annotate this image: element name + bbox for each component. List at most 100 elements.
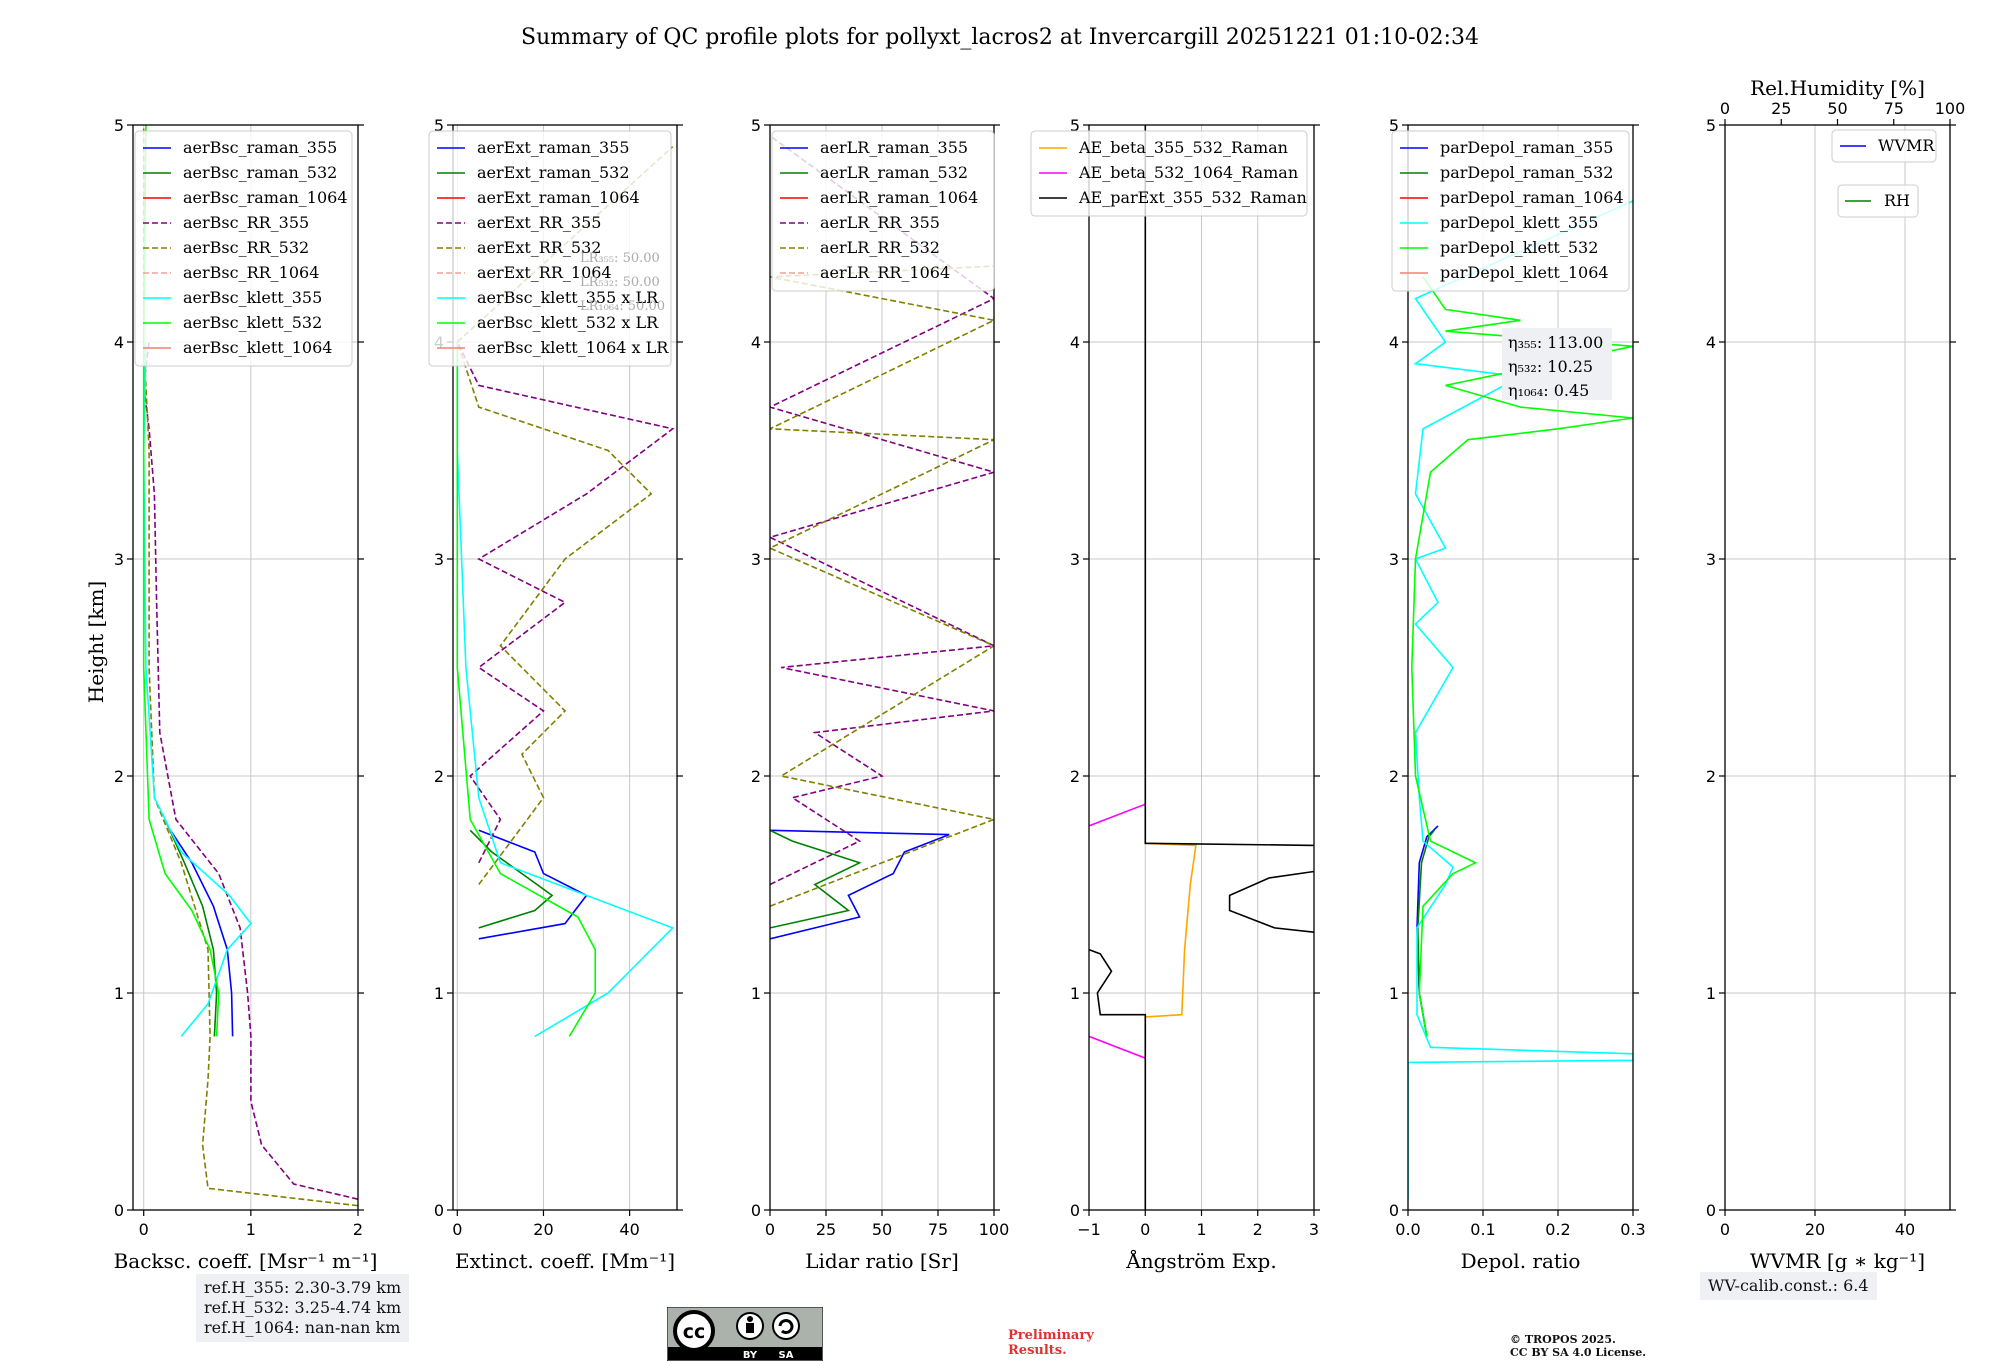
series-parDepol_klett_532 [1410, 276, 1633, 1037]
annotation-line: η₃₅₅: 113.00 [1508, 333, 1603, 352]
y-tick-label: 0 [751, 1201, 761, 1220]
x-tick-label: 1 [246, 1220, 256, 1239]
annotation-line: LR₁₀₆₄: 50.00 [580, 299, 665, 314]
y-tick-label: 4 [751, 333, 761, 352]
legend-label: aerBsc_klett_532 x LR [477, 313, 659, 332]
x-top-tick-label: 0 [1720, 99, 1730, 118]
preliminary-note: Preliminary Results. [1008, 1328, 1094, 1358]
x-tick-label: 40 [1895, 1220, 1915, 1239]
series-aerBsc_klett_532 [142, 125, 220, 1037]
series-aerLR_RR_532 [770, 265, 994, 907]
series-parDepol_raman_355 [1416, 825, 1439, 1037]
legend-label: aerExt_raman_355 [477, 138, 630, 157]
legend-label: AE_parExt_355_532_Raman [1078, 188, 1307, 207]
legend-label: parDepol_raman_1064 [1440, 188, 1624, 207]
x-tick-label: 0.2 [1545, 1220, 1570, 1239]
series-aerBsc_raman_532 [164, 819, 218, 1037]
axes-frame [452, 124, 678, 1211]
preliminary-line-2: Results. [1008, 1343, 1067, 1358]
legend: AE_beta_355_532_Raman AE_beta_532_1064_Ra… [1030, 130, 1308, 217]
ref-height-1064: ref.H_1064: nan-nan km [204, 1318, 401, 1337]
x-tick-label: 2 [353, 1220, 363, 1239]
legend-label: aerBsc_klett_1064 [183, 338, 332, 357]
y-tick-label: 2 [751, 767, 761, 786]
x-top-axis-label: Rel.Humidity [%] [1750, 76, 1925, 100]
x-axis-label: WVMR [g ∗ kg⁻¹] [1750, 1249, 1925, 1273]
y-tick-label: 3 [1389, 550, 1399, 569]
series-aerBsc_RR_355 [142, 341, 358, 1200]
y-tick-label: 5 [751, 116, 761, 135]
series-AE_parExt_main [1144, 125, 1314, 847]
series-aerLR_raman_532 [770, 829, 862, 929]
legend-label: aerLR_RR_355 [820, 213, 940, 232]
y-tick-label: 2 [434, 767, 444, 786]
legend-label: aerBsc_raman_355 [183, 138, 337, 157]
cc-sa-text: SA [779, 1350, 794, 1361]
x-axis-label: Backsc. coeff. [Msr⁻¹ m⁻¹] [114, 1249, 378, 1273]
x-tick-label: 50 [872, 1220, 892, 1239]
legend-label: aerExt_raman_532 [477, 163, 630, 182]
x-tick-label: 2 [1253, 1220, 1263, 1239]
y-tick-label: 5 [1389, 116, 1399, 135]
series-AE_parExt_355_532_Raman [1089, 948, 1147, 1210]
legend-label: aerBsc_klett_1064 x LR [477, 338, 669, 357]
legend-label: aerLR_RR_1064 [820, 263, 950, 282]
series-aerExt_raman_532 [469, 829, 554, 929]
series-aerBsc_klett_355 x LR [456, 342, 675, 1038]
y-tick-label: 5 [114, 116, 124, 135]
y-tick-label: 1 [751, 984, 761, 1003]
y-tick-label: 0 [434, 1201, 444, 1220]
legend-label: aerExt_RR_355 [477, 213, 601, 232]
series-aerExt_RR_532 [456, 146, 674, 885]
cc-license-icon: cc BY SA [667, 1307, 823, 1361]
legend-label: parDepol_raman_355 [1440, 138, 1613, 157]
panel-bsc: 0 1 2 0 1 2 3 4 5 Backsc. coeff. [Msr⁻¹ m⁻¹] aerBs… [114, 116, 378, 1273]
x-tick-label: 25 [816, 1220, 836, 1239]
x-tick-label: 0.3 [1620, 1220, 1645, 1239]
x-tick-label: −1 [1077, 1220, 1101, 1239]
y-tick-label: 3 [1070, 550, 1080, 569]
legend-label: aerLR_raman_1064 [820, 188, 978, 207]
y-tick-label: 1 [1389, 984, 1399, 1003]
legend-label: aerBsc_klett_355 x LR [477, 288, 659, 307]
legend-label: aerBsc_klett_532 [183, 313, 322, 332]
x-tick-label: 20 [533, 1220, 553, 1239]
legend-label: parDepol_raman_532 [1440, 163, 1613, 182]
legend-label: aerBsc_RR_355 [183, 213, 309, 232]
ref-height-355: ref.H_355: 2.30-3.79 km [204, 1278, 402, 1297]
legend-label: aerExt_raman_1064 [477, 188, 640, 207]
legend-label: aerExt_RR_1064 [477, 263, 612, 282]
panel-wv: 0 20 40 0 1 2 3 4 5 WVMR [g ∗ kg⁻¹] 0 25 50 75 100 Rel.… [1706, 76, 1965, 1273]
legend-label: aerExt_RR_532 [477, 238, 601, 257]
y-tick-label: 4 [1706, 333, 1716, 352]
annotation: LR₃₅₅: 50.00 LR₅₃₂: 50.00 LR₁₀₆₄: 50.00 [580, 251, 665, 314]
x-tick-label: 0 [1720, 1220, 1730, 1239]
x-top-tick-label: 50 [1827, 99, 1847, 118]
legend-label: aerLR_raman_532 [820, 163, 968, 182]
ref-height-box: ref.H_355: 2.30-3.79 km ref.H_532: 3.25-… [196, 1274, 410, 1342]
figure-title: Summary of QC profile plots for pollyxt_… [521, 25, 1479, 50]
y-tick-label: 0 [114, 1201, 124, 1220]
legend-label: AE_beta_532_1064_Raman [1078, 163, 1298, 182]
y-tick-label: 2 [114, 767, 124, 786]
series-aerBsc_raman_355 [169, 829, 234, 1037]
legend-label: parDepol_klett_532 [1440, 238, 1598, 257]
y-tick-label: 5 [1706, 116, 1716, 135]
legend-label: aerLR_raman_355 [820, 138, 968, 157]
y-tick-label: 0 [1706, 1201, 1716, 1220]
x-tick-label: 0 [452, 1220, 462, 1239]
y-tick-label: 0 [1070, 1201, 1080, 1220]
series-AE_beta_355_532_Raman [1145, 842, 1197, 1018]
x-axis-label: Ångström Exp. [1125, 1248, 1276, 1273]
x-tick-label: 20 [1805, 1220, 1825, 1239]
x-axis-label: Lidar ratio [Sr] [805, 1249, 959, 1273]
y-tick-label: 1 [114, 984, 124, 1003]
legend-label: aerBsc_raman_532 [183, 163, 337, 182]
wv-calib-const: WV-calib.const.: 6.4 [1708, 1276, 1869, 1295]
legend: aerBsc_raman_355 aerBsc_raman_532 aerBsc_r… [134, 130, 353, 367]
x-tick-label: 3 [1309, 1220, 1319, 1239]
cc-text: cc [683, 1321, 706, 1343]
series-aerExt_raman_355 [478, 829, 588, 940]
x-tick-label: 40 [619, 1220, 639, 1239]
